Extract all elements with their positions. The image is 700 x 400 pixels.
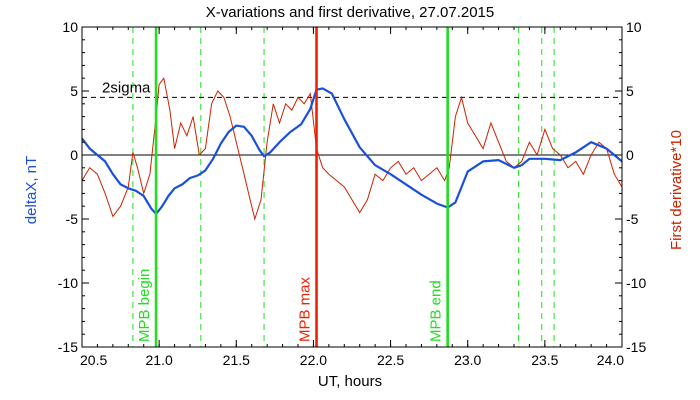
y-tick-label-right: 0 xyxy=(626,147,634,163)
x-tick-label: 23.0 xyxy=(454,352,481,368)
y-tick-label-right: -15 xyxy=(626,339,646,355)
chart-title: X-variations and first derivative, 27.07… xyxy=(206,4,495,21)
y-axis-title-left: deltaX, nT xyxy=(23,156,40,224)
y-tick-label-right: 10 xyxy=(626,19,642,35)
marker-label: MPB end xyxy=(428,280,445,342)
x-tick-label: 21.0 xyxy=(146,352,173,368)
plot-frame xyxy=(81,26,623,348)
y-tick-label-left: -5 xyxy=(66,211,79,227)
marker-label: MPB begin xyxy=(136,269,153,342)
x-tick-label: 22.5 xyxy=(377,352,404,368)
plot-area xyxy=(82,27,622,347)
y-tick-label-left: -15 xyxy=(58,339,78,355)
x-tick-label: 24.0 xyxy=(597,352,624,368)
y-tick-label-left: -10 xyxy=(58,275,78,291)
series-line-derivative xyxy=(82,76,622,221)
x-tick-label: 21.5 xyxy=(223,352,250,368)
threshold-label: 2sigma xyxy=(102,79,151,96)
y-tick-label-left: 5 xyxy=(70,83,78,99)
x-axis-title: UT, hours xyxy=(318,373,382,390)
y-tick-label-left: 0 xyxy=(70,147,78,163)
x-tick-label: 23.5 xyxy=(531,352,558,368)
y-tick-label-right: 5 xyxy=(626,83,634,99)
series-line-deltax xyxy=(82,87,622,215)
y-tick-label-left: 10 xyxy=(62,19,78,35)
x-tick-label: 20.5 xyxy=(80,352,107,368)
y-axis-title-right: First derivative*10 xyxy=(668,130,685,250)
y-tick-label-right: -5 xyxy=(626,211,639,227)
x-tick-label: 22.0 xyxy=(300,352,327,368)
y-tick-label-right: -10 xyxy=(626,275,646,291)
marker-label: MPB max xyxy=(297,276,314,342)
